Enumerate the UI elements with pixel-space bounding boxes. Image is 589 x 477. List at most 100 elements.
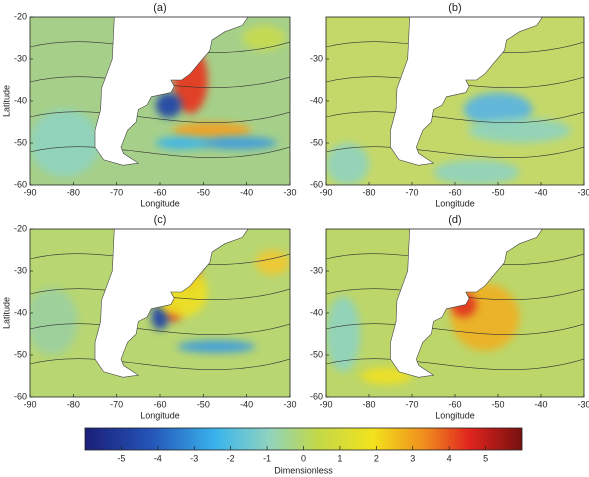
field-blob [30,287,78,355]
x-tick-label: -70 [110,187,123,197]
x-tick-label: -70 [405,399,418,409]
land [390,17,543,166]
contour [326,111,584,123]
x-tick-label: -50 [197,399,210,409]
y-tick-label: -40 [14,95,27,105]
map-field [326,229,584,397]
contour [30,111,290,123]
y-tick-label: -50 [310,137,323,147]
field-blob [255,250,290,276]
y-tick-label: -40 [14,307,27,317]
y-tick-label: -60 [310,391,323,401]
map-field [30,17,290,185]
colorbar-tick-label: -2 [227,453,235,463]
x-tick-label: -80 [67,187,80,197]
y-tick-label: -50 [310,349,323,359]
field-blob [433,159,520,185]
colorbar-tick-label: 2 [374,453,379,463]
x-tick-label: -60 [153,399,166,409]
field-blob [467,117,572,143]
x-tick-label: -90 [319,187,332,197]
x-tick-label: -30 [283,399,296,409]
x-tick-label: -50 [197,187,210,197]
colorbar-tick-label: -3 [190,453,198,463]
panel-label: (b) [448,2,461,14]
y-tick-label: -50 [14,349,27,359]
map-panel: (c) -90 -80 -70 -60 -50 -40 -30 -60 -50 -40 -30 -20 L… [1,214,296,420]
x-axis-label: Longitude [435,410,475,420]
y-axis-label: Latitude [1,85,11,117]
contour [30,323,290,335]
y-tick-label: -20 [14,11,27,21]
contour [326,146,584,158]
x-tick-label: -90 [23,187,36,197]
x-tick-label: -70 [110,399,123,409]
field-blob [326,143,369,185]
x-tick-label: -80 [362,399,375,409]
contour [30,146,290,158]
colorbar-tick-label: -1 [263,453,271,463]
map-panel: (d) -90 -80 -70 -60 -50 -40 -30 -60 -50 -40 -30 Long… [310,214,589,420]
field-blob [155,92,182,118]
land [390,229,543,378]
panel-label: (a) [153,2,166,14]
x-tick-label: -50 [491,399,504,409]
land [94,17,249,166]
x-tick-label: -30 [577,399,589,409]
y-tick-label: -30 [310,53,323,63]
colorbar-tick-label: 1 [337,453,342,463]
panel-label: (d) [448,214,461,226]
field-blob [173,121,251,139]
x-axis-label: Longitude [435,198,475,208]
colorbar-tick-label: -4 [154,453,162,463]
field-blob [177,340,256,353]
y-tick-label: -20 [14,223,27,233]
land [94,229,249,378]
field-blob [199,136,277,150]
x-tick-label: -60 [448,187,461,197]
x-tick-label: -60 [153,187,166,197]
x-tick-label: -70 [405,187,418,197]
colorbar-tick-label: 5 [483,453,488,463]
x-tick-label: -90 [23,399,36,409]
y-tick-label: -30 [310,265,323,275]
x-tick-label: -30 [577,187,589,197]
y-tick-label: -40 [310,95,323,105]
contour [30,358,290,370]
x-tick-label: -40 [534,399,547,409]
y-tick-label: -30 [14,265,27,275]
x-tick-label: -50 [491,187,504,197]
x-tick-label: -40 [240,187,253,197]
y-tick-label: -30 [14,53,27,63]
contour [326,358,584,370]
y-tick-label: -50 [14,137,27,147]
y-tick-label: -60 [14,179,27,189]
field-blob [151,304,169,330]
colorbar-label: Dimensionless [274,465,333,475]
colorbar-tick-label: 3 [410,453,415,463]
colorbar-tick-label: 0 [301,453,306,463]
x-tick-label: -90 [319,399,332,409]
field-blob [155,136,208,150]
map-panel: (b) -90 -80 -70 -60 -50 -40 -30 -60 -50 -40 -30 Long… [310,2,589,208]
y-tick-label: -40 [310,307,323,317]
field-blob [242,25,286,51]
x-tick-label: -40 [240,399,253,409]
y-tick-label: -60 [310,179,323,189]
colorbar-tick-label: 4 [447,453,452,463]
y-tick-label: -60 [14,391,27,401]
field-blob [463,92,533,127]
y-axis-label: Latitude [1,297,11,329]
field-blob [30,109,100,177]
x-tick-label: -60 [448,399,461,409]
x-axis-label: Longitude [140,198,180,208]
map-field [326,17,584,185]
x-tick-label: -40 [534,187,547,197]
map-field [30,229,290,397]
contour [326,323,584,335]
x-axis-label: Longitude [140,410,180,420]
x-tick-label: -80 [362,187,375,197]
colorbar-tick-label: -5 [117,453,125,463]
field-blob [326,296,361,372]
